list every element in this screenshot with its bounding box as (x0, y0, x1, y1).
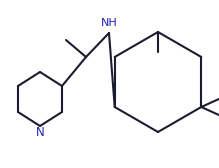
Text: NH: NH (101, 18, 117, 28)
Text: N: N (36, 127, 44, 139)
